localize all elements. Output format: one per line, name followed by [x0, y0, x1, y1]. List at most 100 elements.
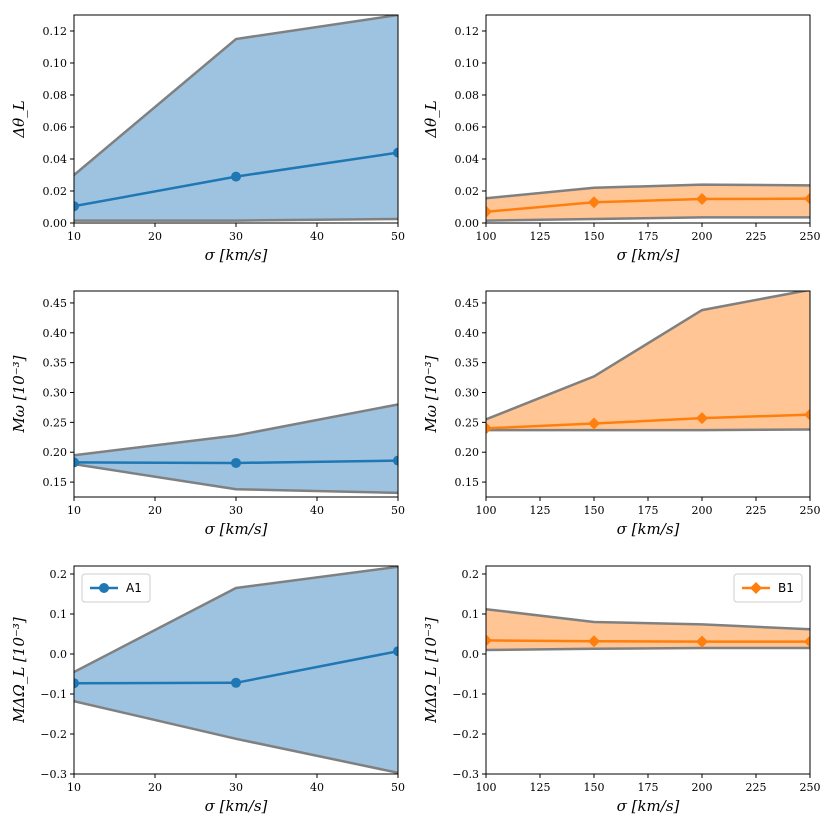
- x-tick-label: 175: [638, 781, 659, 794]
- x-tick-label: 10: [67, 504, 81, 517]
- band-upper-edge: [486, 183, 810, 200]
- y-tick-label: 0.10: [43, 57, 68, 70]
- x-tick-label: 100: [476, 781, 497, 794]
- y-tick-label: 0.15: [455, 476, 480, 489]
- data-point: [393, 147, 398, 158]
- x-tick-label: 100: [476, 504, 497, 517]
- data-point: [486, 205, 492, 218]
- series-line-B1: [486, 639, 810, 643]
- y-tick-label: −0.2: [40, 728, 67, 741]
- x-tick-label: 30: [229, 504, 243, 517]
- x-tick-label: 125: [530, 230, 551, 243]
- legend: A1: [81, 573, 151, 603]
- y-tick-label: 0.30: [455, 387, 480, 400]
- y-tick-label: 0.40: [455, 327, 480, 340]
- x-tick-label: 10: [67, 781, 81, 794]
- data-point: [804, 192, 810, 205]
- x-tick-label: 40: [310, 230, 324, 243]
- band-lower-edge: [74, 462, 398, 495]
- panel-p1: 10 20 30 40 50 0.00 0.02 0.04 0.06 0.08 0.10 0.12 σ …: [10, 14, 405, 264]
- y-tick-label: 0.20: [455, 446, 480, 459]
- y-tick-label: 0.04: [455, 153, 480, 166]
- x-tick-label: 125: [530, 504, 551, 517]
- band-lower-edge: [486, 646, 810, 652]
- x-tick-label: 20: [148, 230, 162, 243]
- y-tick-label: −0.1: [452, 688, 479, 701]
- data-point: [231, 171, 241, 182]
- data-point: [696, 412, 708, 425]
- legend-label: B1: [778, 581, 794, 595]
- x-tick-label: 20: [148, 504, 162, 517]
- plot-area: [74, 403, 398, 495]
- plot-area: [74, 566, 398, 774]
- y-axis-label: Mω [10⁻³]: [10, 355, 28, 433]
- y-tick-label: 0.15: [43, 476, 68, 489]
- band-upper-edge: [486, 291, 810, 421]
- band-lower-edge: [74, 699, 398, 774]
- x-tick-label: 225: [746, 504, 767, 517]
- y-tick-label: 0.1: [462, 608, 480, 621]
- data-point: [804, 408, 810, 421]
- data-point: [696, 635, 708, 648]
- y-tick-label: 0.35: [43, 357, 68, 370]
- y-tick-label: 0.06: [43, 121, 68, 134]
- x-axis-label: σ [km/s]: [205, 520, 268, 538]
- data-point: [804, 635, 810, 648]
- y-tick-label: 0.2: [462, 568, 480, 581]
- band-upper-edge: [74, 15, 398, 176]
- x-tick-label: 100: [476, 230, 497, 243]
- x-tick-label: 30: [229, 230, 243, 243]
- y-tick-label: 0.04: [43, 153, 68, 166]
- y-tick-label: 0.0: [462, 648, 480, 661]
- y-axis-label: MΔΩ_L [10⁻³]: [422, 617, 440, 724]
- x-axis-label: σ [km/s]: [617, 797, 680, 815]
- y-tick-label: 0.25: [455, 416, 480, 429]
- y-tick-label: 0.12: [455, 25, 480, 38]
- y-tick-label: 0.45: [455, 297, 480, 310]
- series-line-B1: [486, 413, 810, 430]
- x-tick-label: 250: [800, 781, 821, 794]
- y-tick-label: 0.30: [43, 387, 68, 400]
- uncertainty-band: [486, 291, 810, 431]
- y-tick-label: 0.02: [43, 185, 68, 198]
- data-point: [588, 196, 600, 209]
- y-tick-label: 0.35: [455, 357, 480, 370]
- x-tick-label: 250: [800, 230, 821, 243]
- x-tick-label: 200: [692, 781, 713, 794]
- y-axis-label: Δθ_L: [10, 100, 28, 138]
- y-tick-label: 0.06: [455, 121, 480, 134]
- panel-p2: 100 125 150 175 200 225 250 0.00 0.02 0.04 0.06 0.0…: [422, 14, 821, 264]
- y-tick-label: 0.2: [50, 568, 68, 581]
- x-tick-label: 125: [530, 781, 551, 794]
- panel-p4: 100 125 150 175 200 225 250 0.15 0.20 0.25 0.30 0.3…: [422, 290, 821, 538]
- data-point: [231, 457, 241, 468]
- uncertainty-band: [74, 404, 398, 493]
- x-tick-label: 30: [229, 781, 243, 794]
- x-tick-label: 50: [391, 504, 405, 517]
- panel-p6: 100 125 150 175 200 225 250 −0.3 −0.2 −0.1 0.0 0.1 0…: [422, 565, 821, 815]
- y-tick-label: −0.1: [40, 688, 67, 701]
- x-tick-label: 50: [391, 230, 405, 243]
- y-tick-label: 0.02: [455, 185, 480, 198]
- panel-p5: 10 20 30 40 50 −0.3 −0.2 −0.1 0.0 0.1 0.2 σ [km/s] M…: [10, 565, 405, 815]
- y-tick-label: 0.00: [43, 217, 68, 230]
- x-tick-label: 175: [638, 230, 659, 243]
- plot-area: [486, 291, 810, 435]
- plot-area: [486, 183, 810, 222]
- panel-p3: 10 20 30 40 50 0.15 0.20 0.25 0.30 0.35 0.40 0.45 σ …: [10, 290, 405, 538]
- data-point: [588, 635, 600, 648]
- data-point: [486, 422, 492, 435]
- x-tick-label: 175: [638, 504, 659, 517]
- x-tick-label: 10: [67, 230, 81, 243]
- x-tick-label: 150: [584, 230, 605, 243]
- series-line-B1: [486, 197, 810, 214]
- uncertainty-band: [74, 15, 398, 221]
- uncertainty-band: [74, 566, 398, 773]
- x-axis-label: σ [km/s]: [205, 797, 268, 815]
- x-tick-label: 225: [746, 230, 767, 243]
- x-tick-label: 200: [692, 504, 713, 517]
- legend-marker: [750, 582, 762, 594]
- band-lower-edge: [486, 216, 810, 222]
- x-axis-label: σ [km/s]: [617, 246, 680, 264]
- data-point: [696, 193, 708, 205]
